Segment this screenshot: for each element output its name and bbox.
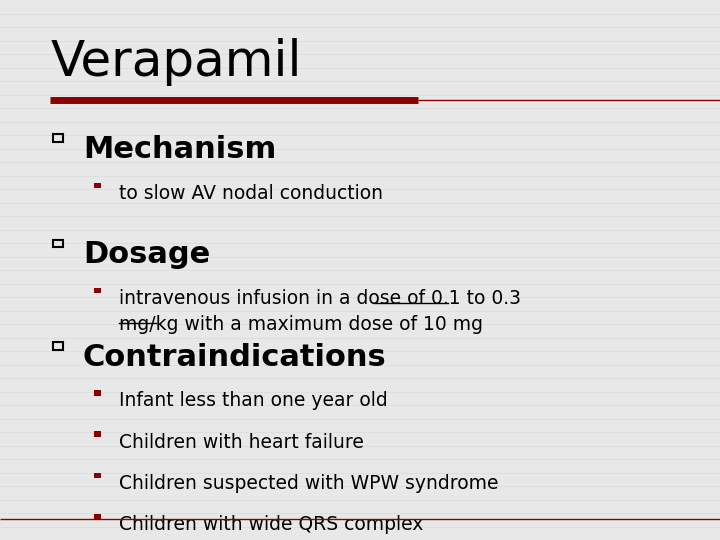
FancyBboxPatch shape — [94, 431, 101, 437]
Text: Infant less than one year old: Infant less than one year old — [119, 392, 387, 410]
Text: intravenous infusion in a dose of 0.1 to 0.3
mg/kg with a maximum dose of 10 mg: intravenous infusion in a dose of 0.1 to… — [119, 289, 521, 334]
Text: Verapamil: Verapamil — [50, 38, 302, 86]
Text: Children with wide QRS complex: Children with wide QRS complex — [119, 515, 423, 534]
FancyBboxPatch shape — [94, 514, 101, 519]
Text: Contraindications: Contraindications — [83, 343, 387, 372]
FancyBboxPatch shape — [94, 390, 101, 396]
FancyBboxPatch shape — [94, 288, 101, 293]
Text: Mechanism: Mechanism — [83, 135, 276, 164]
Text: to slow AV nodal conduction: to slow AV nodal conduction — [119, 184, 383, 202]
FancyBboxPatch shape — [94, 183, 101, 188]
Text: Children with heart failure: Children with heart failure — [119, 433, 364, 451]
FancyBboxPatch shape — [94, 472, 101, 478]
Text: Children suspected with WPW syndrome: Children suspected with WPW syndrome — [119, 474, 498, 492]
Text: Dosage: Dosage — [83, 240, 210, 269]
